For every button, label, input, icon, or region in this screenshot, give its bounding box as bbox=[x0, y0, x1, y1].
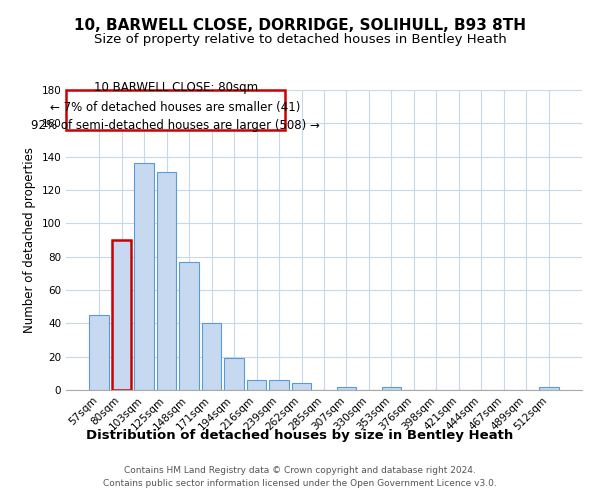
Bar bbox=[134, 164, 154, 390]
Bar bbox=[382, 386, 401, 390]
Bar bbox=[112, 240, 131, 390]
Text: 10, BARWELL CLOSE, DORRIDGE, SOLIHULL, B93 8TH: 10, BARWELL CLOSE, DORRIDGE, SOLIHULL, B… bbox=[74, 18, 526, 32]
Bar bbox=[89, 315, 109, 390]
Text: Contains HM Land Registry data © Crown copyright and database right 2024.
Contai: Contains HM Land Registry data © Crown c… bbox=[103, 466, 497, 487]
Bar bbox=[247, 380, 266, 390]
Bar bbox=[269, 380, 289, 390]
FancyBboxPatch shape bbox=[66, 90, 285, 130]
Bar bbox=[292, 384, 311, 390]
Text: Size of property relative to detached houses in Bentley Heath: Size of property relative to detached ho… bbox=[94, 32, 506, 46]
Bar bbox=[224, 358, 244, 390]
Text: 10 BARWELL CLOSE: 80sqm
← 7% of detached houses are smaller (41)
92% of semi-det: 10 BARWELL CLOSE: 80sqm ← 7% of detached… bbox=[31, 82, 320, 132]
Bar bbox=[202, 324, 221, 390]
Y-axis label: Number of detached properties: Number of detached properties bbox=[23, 147, 36, 333]
Bar bbox=[157, 172, 176, 390]
Bar bbox=[337, 386, 356, 390]
Bar bbox=[539, 386, 559, 390]
Bar bbox=[179, 262, 199, 390]
Text: Distribution of detached houses by size in Bentley Heath: Distribution of detached houses by size … bbox=[86, 428, 514, 442]
